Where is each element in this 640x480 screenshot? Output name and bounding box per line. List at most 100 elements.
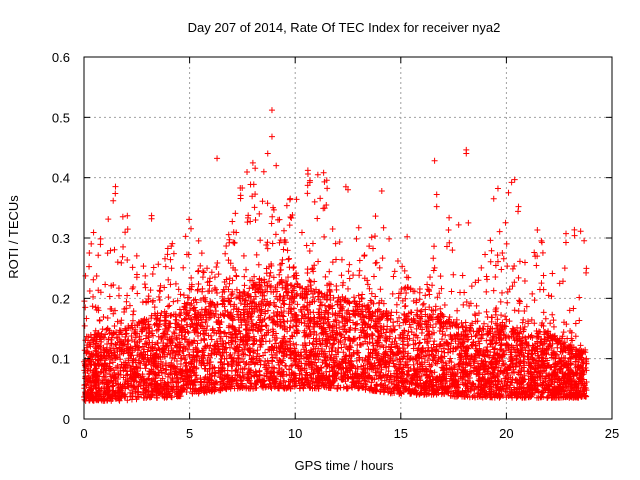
data-point: [516, 297, 523, 304]
data-point: [270, 274, 277, 281]
data-point: [161, 284, 168, 291]
data-point: [440, 359, 447, 366]
data-point: [100, 313, 107, 320]
data-point: [429, 282, 436, 289]
data-point: [140, 263, 147, 270]
data-point: [463, 299, 470, 306]
data-point: [225, 231, 232, 238]
data-point: [90, 276, 97, 283]
data-point: [397, 290, 404, 297]
data-point: [124, 338, 131, 345]
data-point: [110, 197, 117, 204]
data-point: [232, 210, 239, 217]
data-point: [304, 190, 311, 197]
data-point: [459, 272, 466, 279]
data-point: [133, 396, 140, 403]
data-point: [359, 291, 366, 298]
data-point: [418, 308, 425, 315]
data-point: [414, 307, 421, 314]
data-point: [350, 272, 357, 279]
data-point: [383, 351, 390, 358]
data-point: [211, 274, 218, 281]
data-point: [115, 285, 122, 292]
data-point: [172, 368, 179, 375]
data-point: [371, 233, 378, 240]
data-point: [511, 262, 518, 269]
data-point: [420, 300, 427, 307]
data-point: [155, 293, 162, 300]
data-point: [286, 222, 293, 229]
data-point: [326, 268, 333, 275]
data-point: [188, 286, 195, 293]
data-point: [184, 294, 191, 301]
data-point: [213, 338, 220, 345]
data-point: [102, 281, 109, 288]
data-point: [322, 302, 329, 309]
data-point: [576, 294, 583, 301]
data-point: [288, 282, 295, 289]
data-point: [114, 318, 121, 325]
data-point: [105, 216, 112, 223]
data-point: [294, 301, 301, 308]
data-point: [467, 300, 474, 307]
data-point: [171, 330, 178, 337]
data-point: [571, 226, 578, 233]
data-point: [157, 288, 164, 295]
data-point: [511, 279, 518, 286]
data-point: [280, 246, 287, 253]
data-point: [515, 274, 522, 281]
data-point: [124, 212, 131, 219]
data-point: [155, 261, 162, 268]
data-point: [404, 342, 411, 349]
data-point: [316, 335, 323, 342]
data-point: [502, 313, 509, 320]
data-point: [372, 293, 379, 300]
data-point: [188, 274, 195, 281]
data-point: [269, 213, 276, 220]
data-point: [172, 352, 179, 359]
data-point: [450, 271, 457, 278]
data-point: [104, 340, 111, 347]
data-point: [258, 332, 265, 339]
data-point: [327, 281, 334, 288]
data-point: [427, 335, 434, 342]
data-point: [200, 269, 207, 276]
data-point: [105, 336, 112, 343]
data-point: [112, 307, 119, 314]
data-point: [549, 311, 556, 318]
data-point: [521, 259, 528, 266]
data-point: [405, 341, 412, 348]
data-point: [309, 240, 316, 247]
data-point: [480, 332, 487, 339]
data-point: [496, 228, 503, 235]
data-point: [416, 289, 423, 296]
data-point: [233, 272, 240, 279]
data-point: [315, 258, 322, 265]
data-point: [108, 340, 115, 347]
data-point: [460, 301, 467, 308]
data-point: [222, 250, 229, 257]
data-point: [441, 301, 448, 308]
data-point: [399, 263, 406, 270]
data-point: [366, 285, 373, 292]
data-point: [197, 374, 204, 381]
data-point: [503, 240, 510, 247]
data-point: [120, 243, 127, 250]
data-point: [472, 333, 479, 340]
data-point: [480, 326, 487, 333]
data-point: [214, 260, 221, 267]
data-point: [454, 307, 461, 314]
data-point: [538, 237, 545, 244]
data-point: [385, 343, 392, 350]
data-point: [391, 363, 398, 370]
data-point: [487, 237, 494, 244]
data-point: [424, 281, 431, 288]
data-point: [547, 320, 554, 327]
data-point: [569, 337, 576, 344]
data-point: [511, 346, 518, 353]
data-point: [490, 287, 497, 294]
data-point: [82, 304, 89, 311]
data-point: [244, 214, 251, 221]
data-point: [280, 227, 287, 234]
